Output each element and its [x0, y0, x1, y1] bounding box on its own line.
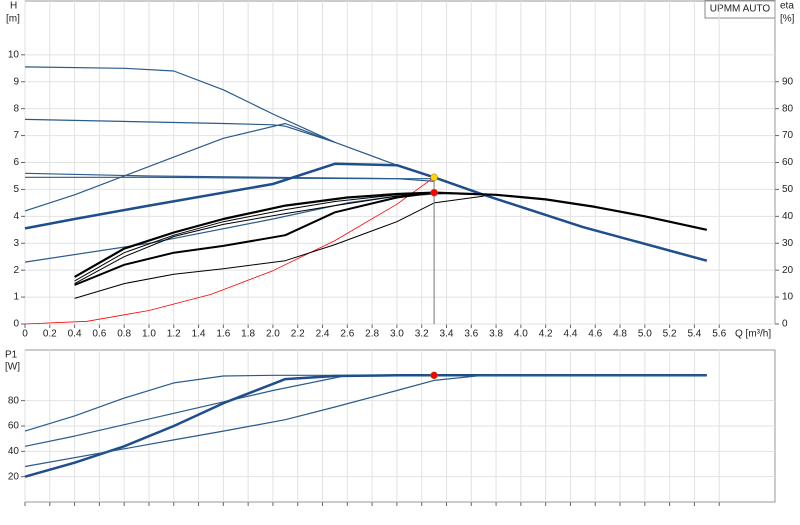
y2-axis-label: eta	[780, 1, 794, 12]
curve	[24, 172, 435, 182]
y-axis-unit: [W]	[5, 362, 20, 373]
y-tick-label: 80	[8, 395, 20, 406]
x-tick-label: 5.4	[687, 329, 701, 340]
x-tick-label: 4.0	[514, 329, 528, 340]
y-tick-label: 20	[8, 471, 20, 482]
curve	[24, 118, 336, 143]
x-tick-label: 3.6	[464, 329, 478, 340]
y-tick-label: 7	[13, 130, 19, 141]
duty-point	[430, 188, 438, 197]
curve	[74, 191, 435, 286]
y2-tick-label: 80	[782, 103, 794, 114]
curve	[24, 192, 484, 263]
y-axis-label: H	[10, 1, 17, 12]
curve	[24, 374, 707, 432]
curve	[24, 176, 435, 325]
curve	[74, 191, 708, 278]
x-tick-label: 2.0	[266, 329, 280, 340]
x-tick-label: 0.2	[43, 329, 57, 340]
y2-tick-label: 60	[782, 157, 794, 168]
y-tick-label: 3	[13, 238, 19, 249]
curve	[25, 176, 435, 180]
x-tick-label: 3.0	[390, 329, 404, 340]
x-tick-label: 1.0	[142, 329, 156, 340]
y-tick-label: 1	[13, 292, 19, 303]
x-tick-label: 2.6	[340, 329, 354, 340]
curve	[24, 122, 336, 212]
x-tick-label: 4.8	[613, 329, 627, 340]
y-tick-label: 60	[8, 421, 20, 432]
curve	[24, 374, 707, 447]
y-tick-label: 2	[13, 265, 19, 276]
y-tick-label: 6	[13, 157, 19, 168]
curve	[74, 192, 435, 282]
y2-tick-label: 20	[782, 265, 794, 276]
x-tick-label: 1.8	[241, 329, 255, 340]
x-tick-label: 4.2	[539, 329, 553, 340]
y2-tick-label: 70	[782, 130, 794, 141]
y-tick-label: 4	[13, 211, 19, 222]
curve	[24, 374, 707, 478]
chart-title: UPMM AUTO	[710, 4, 771, 15]
y2-tick-label: 10	[782, 292, 794, 303]
y-tick-label: 8	[13, 103, 19, 114]
y2-tick-label: 0	[782, 319, 788, 330]
x-tick-label: 4.6	[588, 329, 602, 340]
x-tick-label: 0.6	[92, 329, 106, 340]
y-axis-label: P1	[5, 350, 18, 361]
x-tick-label: 2.2	[291, 329, 305, 340]
x-tick-label: 0.4	[68, 329, 82, 340]
x-tick-label: 1.6	[216, 329, 230, 340]
x-tick-label: 3.4	[440, 329, 454, 340]
x-tick-label: 2.4	[316, 329, 330, 340]
y-tick-label: 10	[8, 49, 20, 60]
curve	[74, 192, 435, 285]
x-tick-label: 3.2	[415, 329, 429, 340]
x-tick-label: 1.2	[167, 329, 181, 340]
x-tick-label: 4.4	[564, 329, 578, 340]
y2-tick-label: 40	[782, 211, 794, 222]
x-tick-label: 5.2	[663, 329, 677, 340]
x-tick-label: 1.4	[192, 329, 206, 340]
y-axis-unit: [m]	[6, 14, 20, 25]
y-tick-label: 0	[13, 319, 19, 330]
duty-point	[430, 371, 438, 380]
x-tick-label: 0	[22, 329, 28, 340]
curve	[24, 374, 707, 468]
y2-tick-label: 50	[782, 184, 794, 195]
y2-tick-label: 90	[782, 76, 794, 87]
x-axis-label: Q [m³/h]	[735, 329, 771, 340]
x-tick-label: 0.8	[117, 329, 131, 340]
y2-tick-label: 30	[782, 238, 794, 249]
curve	[74, 195, 484, 299]
x-tick-label: 3.8	[489, 329, 503, 340]
curve	[24, 162, 708, 262]
y-tick-label: 40	[8, 446, 20, 457]
x-tick-label: 5.0	[638, 329, 652, 340]
duty-point	[430, 173, 438, 182]
x-tick-label: 2.8	[365, 329, 379, 340]
y2-axis-unit: [%]	[780, 14, 795, 25]
y-tick-label: 9	[13, 76, 19, 87]
y-tick-label: 5	[13, 184, 19, 195]
x-tick-label: 5.6	[712, 329, 726, 340]
